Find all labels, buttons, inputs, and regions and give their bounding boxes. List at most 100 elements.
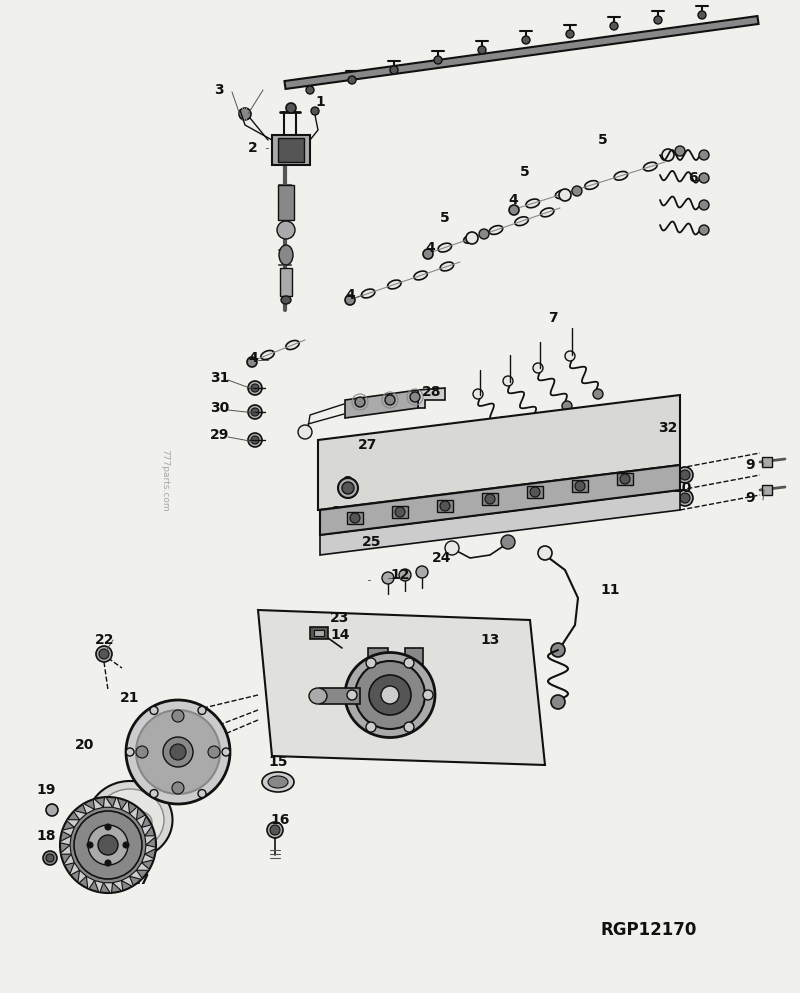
Circle shape	[675, 146, 685, 156]
Circle shape	[485, 494, 495, 504]
Ellipse shape	[515, 216, 528, 225]
Text: 13: 13	[480, 633, 499, 647]
Text: 6: 6	[688, 171, 698, 185]
Text: 29: 29	[210, 428, 230, 442]
Circle shape	[416, 566, 428, 578]
Circle shape	[538, 546, 552, 560]
Ellipse shape	[459, 434, 471, 442]
Circle shape	[680, 493, 690, 503]
Circle shape	[251, 436, 259, 444]
Circle shape	[248, 405, 262, 419]
Text: 16: 16	[270, 813, 290, 827]
Text: 9: 9	[745, 458, 754, 472]
Ellipse shape	[490, 225, 502, 234]
Bar	[368, 648, 388, 666]
Polygon shape	[320, 490, 680, 555]
Circle shape	[551, 643, 565, 657]
Ellipse shape	[345, 652, 435, 738]
Ellipse shape	[555, 190, 569, 199]
Ellipse shape	[268, 776, 288, 788]
Text: 19: 19	[36, 783, 55, 797]
Bar	[437, 500, 453, 512]
Circle shape	[348, 76, 356, 84]
Circle shape	[395, 507, 405, 517]
Ellipse shape	[643, 162, 657, 171]
Circle shape	[680, 470, 690, 480]
Circle shape	[559, 189, 571, 201]
Polygon shape	[145, 845, 156, 854]
Bar	[527, 486, 543, 498]
Polygon shape	[70, 863, 79, 875]
Text: 777parts.com: 777parts.com	[161, 449, 170, 511]
Bar	[572, 480, 588, 492]
Text: 14: 14	[330, 628, 350, 642]
Circle shape	[399, 569, 411, 581]
Ellipse shape	[286, 341, 299, 350]
Text: 4: 4	[248, 351, 258, 365]
Ellipse shape	[569, 420, 581, 428]
Polygon shape	[320, 465, 680, 535]
Circle shape	[575, 481, 585, 491]
Circle shape	[123, 842, 129, 848]
Ellipse shape	[262, 772, 294, 792]
Bar	[347, 512, 363, 524]
Circle shape	[239, 108, 251, 120]
Circle shape	[366, 658, 376, 668]
Circle shape	[126, 748, 134, 756]
Ellipse shape	[96, 789, 164, 851]
Text: 4: 4	[425, 241, 434, 255]
Circle shape	[620, 474, 630, 484]
Circle shape	[562, 401, 572, 411]
Polygon shape	[62, 827, 74, 836]
Text: 27: 27	[358, 438, 378, 452]
Text: 30: 30	[210, 401, 230, 415]
Text: 5: 5	[520, 165, 530, 179]
Polygon shape	[137, 863, 150, 870]
Text: 22: 22	[95, 633, 114, 647]
Circle shape	[478, 46, 486, 54]
Circle shape	[404, 658, 414, 668]
Circle shape	[208, 746, 220, 758]
Text: 31: 31	[210, 371, 230, 385]
Polygon shape	[94, 881, 103, 893]
Circle shape	[136, 710, 220, 794]
Circle shape	[522, 36, 530, 44]
Text: 23: 23	[330, 611, 350, 625]
Polygon shape	[113, 881, 123, 891]
Circle shape	[46, 804, 58, 816]
Text: 11: 11	[600, 583, 619, 597]
Text: 10: 10	[672, 481, 691, 495]
Text: 4: 4	[508, 193, 518, 207]
Text: 1: 1	[315, 95, 325, 109]
Polygon shape	[345, 390, 418, 418]
Circle shape	[350, 513, 360, 523]
Polygon shape	[103, 797, 113, 807]
Circle shape	[445, 541, 459, 555]
Bar	[617, 473, 633, 485]
Circle shape	[551, 695, 565, 709]
Ellipse shape	[514, 427, 526, 435]
Circle shape	[198, 706, 206, 714]
Circle shape	[677, 490, 693, 506]
Ellipse shape	[277, 221, 295, 239]
Text: 2: 2	[248, 141, 258, 155]
Circle shape	[298, 425, 312, 439]
Polygon shape	[318, 395, 680, 510]
Polygon shape	[258, 610, 545, 765]
Polygon shape	[66, 819, 79, 827]
Circle shape	[163, 737, 193, 767]
Polygon shape	[122, 876, 134, 887]
Circle shape	[466, 232, 478, 244]
Ellipse shape	[526, 199, 539, 208]
Text: 25: 25	[362, 535, 382, 549]
Circle shape	[572, 186, 582, 196]
Ellipse shape	[369, 675, 411, 715]
Circle shape	[248, 381, 262, 395]
Polygon shape	[285, 16, 758, 89]
Circle shape	[699, 150, 709, 160]
Circle shape	[355, 397, 365, 407]
Circle shape	[46, 854, 54, 862]
Circle shape	[306, 86, 314, 94]
Circle shape	[98, 835, 118, 855]
Circle shape	[533, 363, 543, 373]
